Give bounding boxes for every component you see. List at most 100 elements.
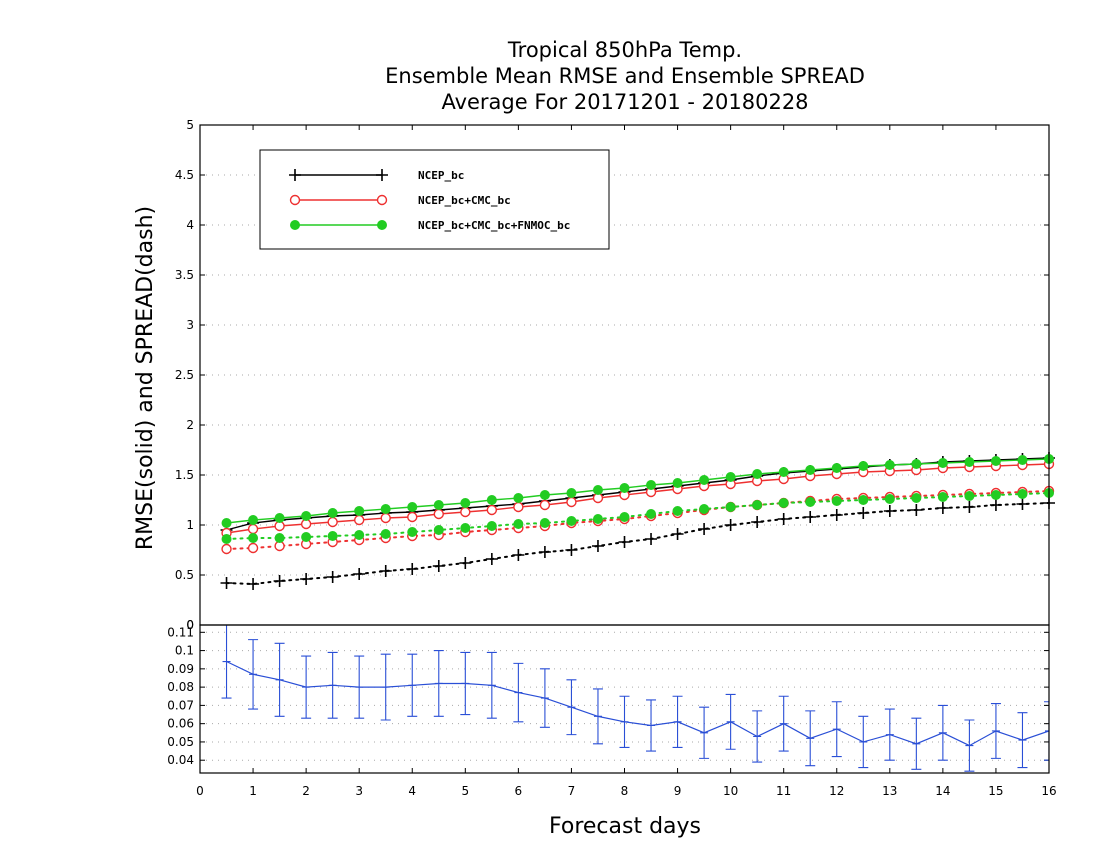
- rmse-spread-panel: 0 0.5 1 1.5 2 2.5 3 3.5 4 4.5 5: [175, 118, 1055, 632]
- spread-point-ncep-bc-cmc-bc-fnmoc-bc: [380, 529, 391, 539]
- spread-point-ncep-bc: [1016, 498, 1029, 510]
- x-tick-label: 12: [829, 784, 844, 798]
- spread-point-ncep-bc: [565, 544, 578, 556]
- spread-point-ncep-bc-cmc-bc: [247, 542, 259, 554]
- error-bar: [274, 642, 285, 717]
- rmse-point-ncep-bc-cmc-bc-fnmoc-bc: [539, 490, 550, 500]
- spread-point-ncep-bc-cmc-bc-fnmoc-bc: [274, 533, 285, 543]
- spread-point-ncep-bc-cmc-bc: [221, 543, 232, 555]
- top-series: [220, 452, 1055, 590]
- rmse-point-ncep-bc-cmc-bc: [407, 511, 418, 523]
- rmse-point-ncep-bc-cmc-bc: [486, 504, 498, 516]
- rmse-point-ncep-bc-cmc-bc: [539, 499, 551, 511]
- spread-point-ncep-bc-cmc-bc-fnmoc-bc: [592, 514, 603, 524]
- bottom-y-tick-label: 0.07: [167, 698, 194, 712]
- title-line-2: Ensemble Mean RMSE and Ensemble SPREAD: [385, 64, 865, 88]
- spread-point-ncep-bc-cmc-bc-fnmoc-bc: [486, 521, 497, 531]
- error-bar: [699, 706, 710, 759]
- rmse-point-ncep-bc-cmc-bc-fnmoc-bc: [380, 504, 391, 514]
- top-y-tick-label: 5: [186, 118, 194, 132]
- x-tick-label: 5: [461, 784, 469, 798]
- legend-marker-ncep-bc-cmc-bc-fnmoc-bc: [290, 220, 300, 230]
- x-tick-label: 14: [935, 784, 950, 798]
- rmse-point-ncep-bc-cmc-bc-fnmoc-bc: [778, 467, 789, 477]
- spread-point-ncep-bc-cmc-bc-fnmoc-bc: [990, 490, 1001, 500]
- spread-point-ncep-bc: [936, 502, 949, 514]
- spread-point-ncep-bc-cmc-bc-fnmoc-bc: [513, 519, 524, 529]
- spread-point-ncep-bc: [353, 568, 366, 580]
- rmse-point-ncep-bc-cmc-bc-fnmoc-bc: [752, 469, 763, 479]
- spread-point-ncep-bc: [512, 549, 525, 561]
- legend-marker-ncep-bc-cmc-bc: [376, 194, 388, 206]
- top-y-tick-label: 1.5: [175, 468, 194, 482]
- spread-point-ncep-bc-cmc-bc-fnmoc-bc: [858, 495, 869, 505]
- spread-point-ncep-bc-cmc-bc-fnmoc-bc: [805, 497, 816, 507]
- x-tick-label: 4: [408, 784, 416, 798]
- legend-marker-ncep-bc-cmc-bc-fnmoc-bc: [377, 220, 387, 230]
- error-bar: [619, 695, 630, 748]
- legend-label-ncep-bc-cmc-bc-fnmoc-bc: NCEP_bc+CMC_bc+FNMOC_bc: [418, 219, 570, 232]
- bottom-y-tick-label: 0.05: [167, 735, 194, 749]
- spread-point-ncep-bc: [910, 504, 923, 516]
- spread-point-ncep-bc: [591, 540, 604, 552]
- spread-point-ncep-bc: [379, 565, 392, 577]
- spread-point-ncep-bc: [883, 505, 896, 517]
- spread-point-ncep-bc-cmc-bc-fnmoc-bc: [1017, 489, 1028, 499]
- error-bar: [460, 651, 471, 716]
- error-bar: [248, 639, 259, 710]
- rmse-point-ncep-bc-cmc-bc: [327, 516, 338, 528]
- rmse-point-ncep-bc-cmc-bc: [566, 496, 577, 508]
- rmse-point-ncep-bc-cmc-bc-fnmoc-bc: [884, 460, 895, 470]
- spread-point-ncep-bc-cmc-bc-fnmoc-bc: [301, 532, 312, 542]
- spread-point-ncep-bc: [724, 519, 737, 531]
- top-y-tick-label: 4: [186, 218, 194, 232]
- title-line-3: Average For 20171201 - 20180228: [441, 90, 808, 114]
- rmse-point-ncep-bc-cmc-bc-fnmoc-bc: [646, 480, 657, 490]
- rmse-point-ncep-bc-cmc-bc-fnmoc-bc: [513, 493, 524, 503]
- rmse-point-ncep-bc-cmc-bc-fnmoc-bc: [672, 478, 683, 488]
- legend-marker-ncep-bc: [376, 169, 388, 181]
- top-y-tick-label: 0.5: [175, 568, 194, 582]
- rmse-point-ncep-bc-cmc-bc-fnmoc-bc: [433, 500, 444, 510]
- spread-point-ncep-bc: [300, 573, 313, 585]
- spread-point-ncep-bc-cmc-bc-fnmoc-bc: [699, 504, 710, 514]
- rmse-point-ncep-bc-cmc-bc-fnmoc-bc: [937, 458, 948, 468]
- error-bar: [327, 651, 338, 719]
- spread-point-ncep-bc-cmc-bc-fnmoc-bc: [937, 492, 948, 502]
- rmse-point-ncep-bc-cmc-bc-fnmoc-bc: [566, 488, 577, 498]
- title-line-1: Tropical 850hPa Temp.: [507, 38, 742, 62]
- spread-point-ncep-bc-cmc-bc-fnmoc-bc: [248, 533, 259, 543]
- rmse-point-ncep-bc-cmc-bc-fnmoc-bc: [354, 506, 365, 516]
- error-bar: [646, 699, 657, 752]
- spread-point-ncep-bc: [671, 528, 684, 540]
- spread-point-ncep-bc-cmc-bc-fnmoc-bc: [911, 493, 922, 503]
- spread-point-ncep-bc: [645, 533, 658, 545]
- spread-point-ncep-bc: [220, 577, 233, 589]
- legend-label-ncep-bc: NCEP_bc: [418, 169, 464, 182]
- spread-point-ncep-bc: [618, 536, 631, 548]
- rmse-point-ncep-bc-cmc-bc-fnmoc-bc: [831, 463, 842, 473]
- x-tick-label: 11: [776, 784, 791, 798]
- chart-title: Tropical 850hPa Temp. Ensemble Mean RMSE…: [385, 38, 865, 114]
- bottom-y-tick-label: 0.1: [175, 644, 194, 658]
- rmse-point-ncep-bc-cmc-bc-fnmoc-bc: [248, 515, 259, 525]
- top-y-ticks: 0 0.5 1 1.5 2 2.5 3 3.5 4 4.5 5: [175, 118, 1049, 632]
- rmse-point-ncep-bc-cmc-bc-fnmoc-bc: [990, 456, 1001, 466]
- bottom-y-tick-label: 0.06: [167, 717, 194, 731]
- rmse-point-ncep-bc-cmc-bc: [513, 501, 524, 513]
- rmse-point-ncep-bc-cmc-bc: [380, 512, 391, 524]
- spread-point-ncep-bc: [963, 501, 976, 513]
- y-axis-label: RMSE(solid) and SPREAD(dash): [133, 206, 158, 550]
- error-bar: [433, 650, 444, 717]
- bottom-y-tick-label: 0.08: [167, 680, 194, 694]
- rmse-point-ncep-bc-cmc-bc-fnmoc-bc: [964, 457, 975, 467]
- rmse-point-ncep-bc-cmc-bc-fnmoc-bc: [327, 508, 338, 518]
- spread-point-ncep-bc-cmc-bc-fnmoc-bc: [354, 530, 365, 540]
- spread-point-ncep-bc-cmc-bc-fnmoc-bc: [433, 525, 444, 535]
- error-bar: [592, 688, 603, 745]
- rmse-point-ncep-bc-cmc-bc-fnmoc-bc: [858, 461, 869, 471]
- spread-point-ncep-bc-cmc-bc-fnmoc-bc: [646, 509, 657, 519]
- top-y-tick-label: 3: [186, 318, 194, 332]
